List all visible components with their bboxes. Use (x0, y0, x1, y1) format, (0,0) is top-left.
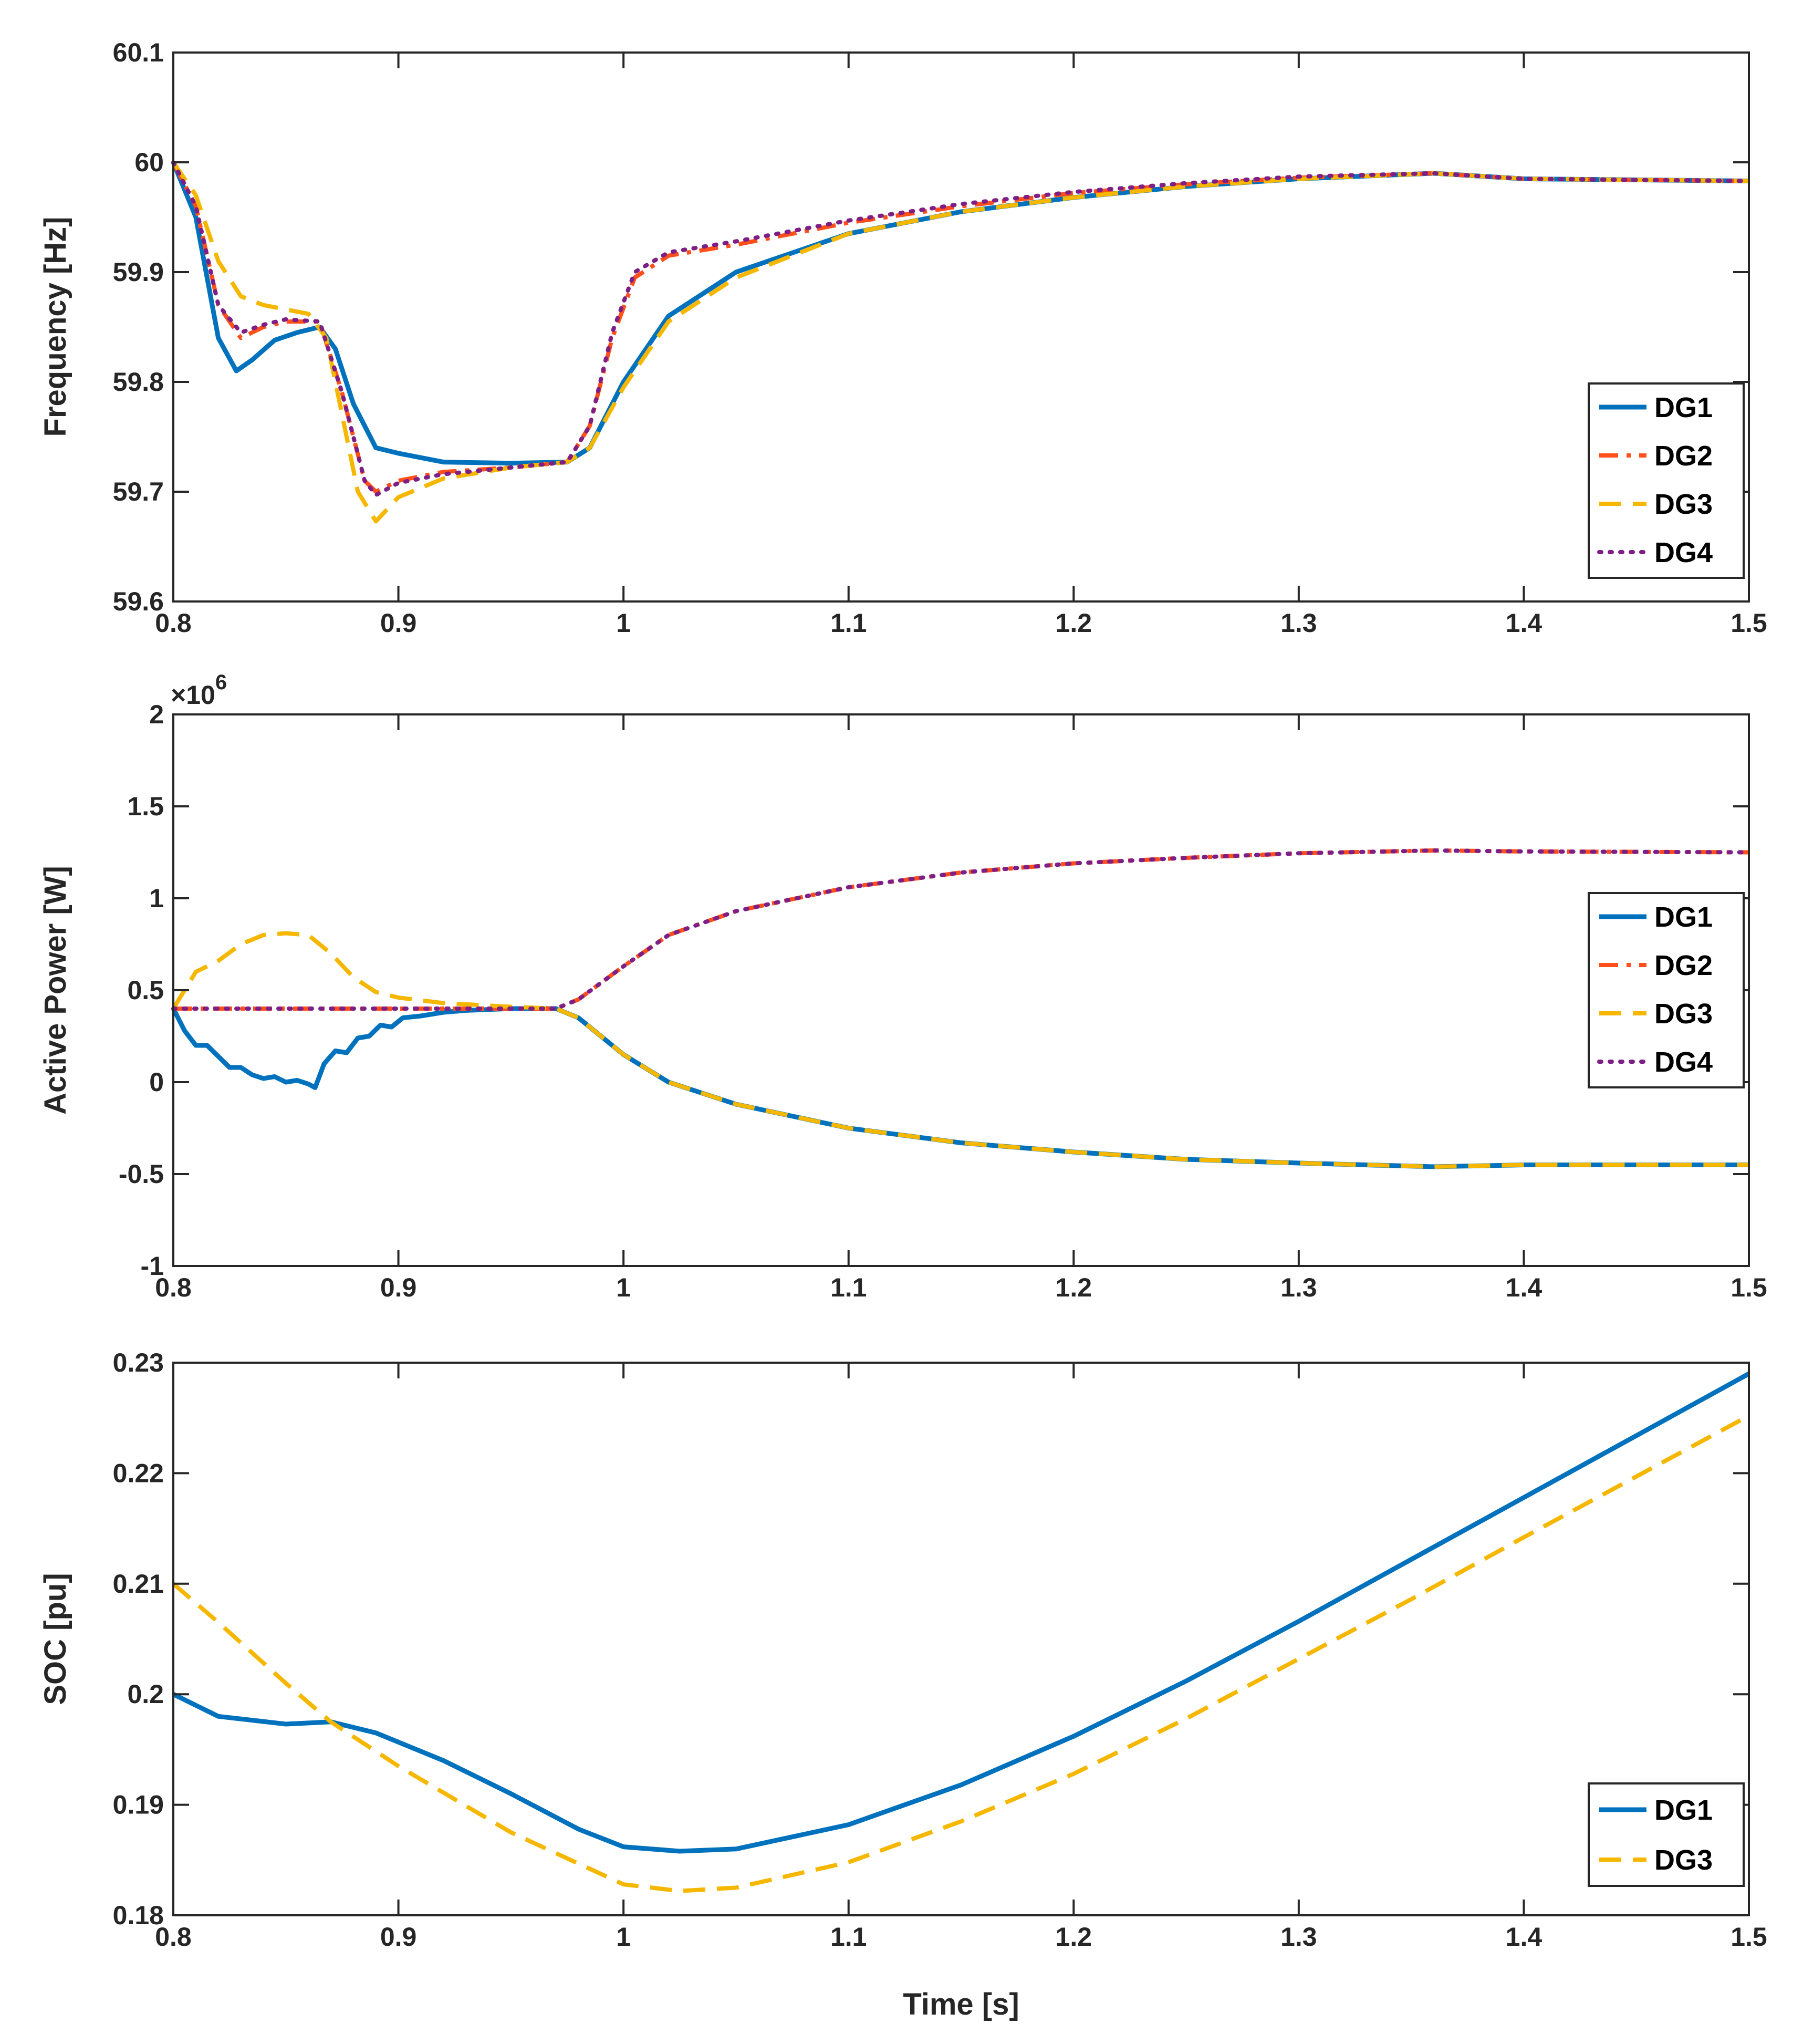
frequency-y-tick-label: 59.9 (113, 257, 164, 287)
active-power-x-tick-label: 1 (616, 1273, 631, 1302)
frequency-legend: DG1 DG2 DG3 DG4 (1588, 382, 1745, 579)
active-power-legend-label-dg1: DG1 (1654, 901, 1713, 933)
soc-y-tick-label: 0.19 (113, 1790, 164, 1820)
frequency-legend-label-dg1: DG1 (1654, 392, 1713, 423)
active-power-legend: DG1 DG2 DG3 DG4 (1588, 892, 1745, 1088)
frequency-x-tick-label: 1.3 (1280, 608, 1317, 638)
soc-x-tick-label: 1.1 (830, 1922, 867, 1952)
active-power-legend-label-dg3: DG3 (1654, 998, 1713, 1030)
soc-y-tick-label: 0.23 (113, 1348, 164, 1377)
soc-ticks: 0.8 0.9 1 1.1 1.2 1.3 1.4 1.5 0.18 0.19 0.2 0.21 0.2… (113, 1348, 1767, 1952)
active-power-x-tick-label: 0.9 (380, 1273, 417, 1302)
active-power-y-tick-label: 0.5 (127, 976, 164, 1005)
soc-legend-label-dg3: DG3 (1654, 1844, 1713, 1876)
soc-y-tick-label: 0.2 (127, 1679, 164, 1709)
frequency-y-tick-label: 59.7 (113, 477, 164, 506)
soc-axes-box (172, 1362, 1750, 1916)
soc-legend-box (1588, 1782, 1745, 1887)
frequency-x-tick-label: 1.1 (830, 608, 867, 638)
active-power-exponent-power: 6 (215, 671, 227, 694)
active-power-x-tick-label: 1.1 (830, 1273, 867, 1302)
active-power-y-tick-label: 0 (149, 1067, 164, 1097)
soc-x-tick-label: 1 (616, 1922, 631, 1952)
frequency-y-tick-label: 60.1 (113, 38, 164, 67)
soc-x-tick-label: 1.2 (1056, 1922, 1092, 1952)
active-power-legend-items: DG1 DG2 DG3 DG4 (1597, 901, 1713, 1078)
frequency-plot-lines (171, 160, 1751, 524)
active-power-y-tick-label: 1 (149, 884, 164, 913)
active-power-y-tick-label: 1.5 (127, 792, 164, 821)
frequency-y-tick-label: 59.6 (113, 587, 164, 616)
soc-plot-lines (172, 1372, 1750, 1893)
soc-x-tick-label: 0.9 (380, 1922, 417, 1952)
active-power-x-tick-label: 1.5 (1731, 1273, 1767, 1302)
frequency-y-tick-label: 59.8 (113, 367, 164, 397)
frequency-x-tick-label: 1.4 (1506, 608, 1543, 638)
frequency-legend-items: DG1 DG2 DG3 DG4 (1597, 392, 1713, 568)
active-power-x-tick-label: 0.8 (155, 1273, 192, 1302)
active-power-series-dg4 (171, 848, 1751, 1011)
frequency-y-axis-title: Frequency [Hz] (38, 217, 72, 437)
frequency-ticks: 0.8 0.9 1 1.1 1.2 1.3 1.4 1.5 59.6 59.7 59.8 59.9 60… (113, 38, 1767, 638)
active-power-x-tick-label: 1.3 (1280, 1273, 1317, 1302)
soc-x-axis-title: Time [s] (903, 1987, 1019, 2021)
frequency-legend-box (1588, 382, 1745, 579)
active-power-panel: 0.8 0.9 1 1.1 1.2 1.3 1.4 1.5 -1 -0.5 0 0.5 1 1.5 2 ×1… (38, 671, 1767, 1302)
soc-y-axis-title: SOC [pu] (38, 1573, 72, 1705)
soc-legend-items: DG1 DG3 (1599, 1794, 1713, 1876)
soc-x-tick-label: 1.4 (1506, 1922, 1543, 1952)
active-power-exponent-label: ×106 (171, 671, 227, 710)
frequency-legend-label-dg4: DG4 (1654, 537, 1713, 568)
soc-x-tick-label: 1.3 (1280, 1922, 1317, 1952)
frequency-legend-label-dg2: DG2 (1654, 440, 1713, 472)
frequency-y-tick-label: 60 (134, 148, 164, 177)
active-power-legend-label-dg4: DG4 (1654, 1046, 1713, 1078)
active-power-y-axis-title: Active Power [W] (38, 866, 72, 1115)
frequency-x-tick-label: 1.5 (1731, 608, 1767, 638)
active-power-legend-label-dg2: DG2 (1654, 950, 1713, 981)
soc-series-dg1 (172, 1372, 1750, 1854)
active-power-series-dg2 (173, 848, 1749, 1011)
soc-legend-label-dg1: DG1 (1654, 1794, 1713, 1826)
soc-y-tick-label: 0.22 (113, 1458, 164, 1488)
frequency-x-tick-label: 0.8 (155, 608, 192, 638)
active-power-plot-lines (171, 848, 1751, 1169)
active-power-y-tick-label: 2 (149, 700, 164, 729)
soc-series-dg3 (172, 1414, 1750, 1893)
frequency-x-tick-label: 0.9 (380, 608, 417, 638)
frequency-x-tick-label: 1 (616, 608, 631, 638)
frequency-x-tick-label: 1.2 (1056, 608, 1092, 638)
frequency-legend-label-dg3: DG3 (1654, 489, 1713, 520)
active-power-ticks: 0.8 0.9 1 1.1 1.2 1.3 1.4 1.5 -1 -0.5 0 0.5 1 1.5 2 (119, 700, 1767, 1302)
frequency-axes-box (172, 51, 1750, 603)
active-power-exponent-base: ×10 (171, 680, 215, 710)
soc-panel: 0.8 0.9 1 1.1 1.2 1.3 1.4 1.5 0.18 0.19 0.2 0.21 0.2… (38, 1348, 1767, 2021)
soc-y-tick-label: 0.18 (113, 1901, 164, 1930)
active-power-y-tick-label: -0.5 (119, 1159, 164, 1189)
active-power-x-tick-label: 1.4 (1506, 1273, 1543, 1302)
frequency-panel: 0.8 0.9 1 1.1 1.2 1.3 1.4 1.5 59.6 59.7 59.8 59.9 60… (38, 38, 1767, 638)
active-power-series-dg1 (171, 1006, 1749, 1169)
active-power-legend-box (1588, 892, 1745, 1088)
active-power-x-tick-label: 1.2 (1056, 1273, 1092, 1302)
soc-x-tick-label: 0.8 (155, 1922, 192, 1952)
soc-x-tick-label: 1.5 (1731, 1922, 1767, 1952)
soc-legend: DG1 DG3 (1588, 1782, 1745, 1887)
active-power-y-tick-label: -1 (141, 1251, 164, 1281)
soc-y-tick-label: 0.21 (113, 1569, 164, 1599)
